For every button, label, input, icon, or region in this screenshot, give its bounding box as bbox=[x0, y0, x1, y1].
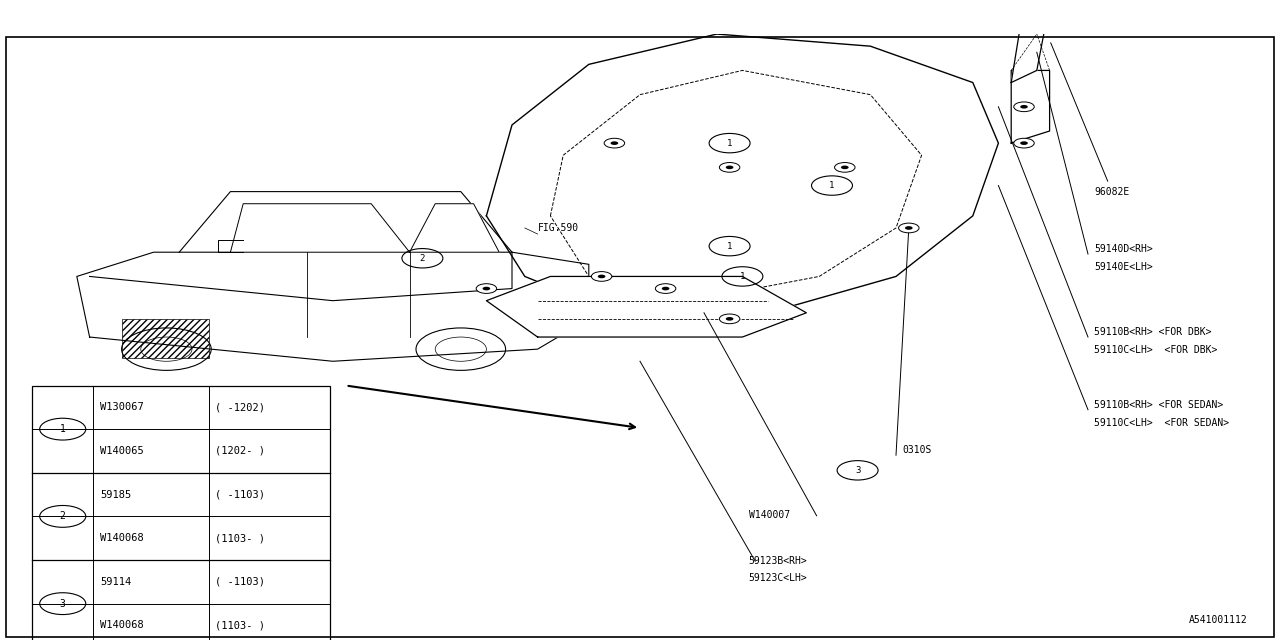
Text: 59110C<LH>  <FOR DBK>: 59110C<LH> <FOR DBK> bbox=[1094, 346, 1217, 355]
Circle shape bbox=[719, 314, 740, 324]
Text: ( -1103): ( -1103) bbox=[215, 490, 265, 500]
Polygon shape bbox=[486, 276, 806, 337]
Text: 3: 3 bbox=[855, 466, 860, 475]
Circle shape bbox=[655, 284, 676, 293]
Text: 59123B<RH>: 59123B<RH> bbox=[749, 556, 808, 566]
Text: 2: 2 bbox=[60, 511, 65, 522]
Circle shape bbox=[662, 287, 669, 291]
Text: 59123C<LH>: 59123C<LH> bbox=[749, 573, 808, 582]
Text: 96082E: 96082E bbox=[1051, 43, 1130, 196]
Text: 59140D<RH>: 59140D<RH> bbox=[1094, 244, 1153, 254]
Polygon shape bbox=[1011, 4, 1050, 83]
Circle shape bbox=[1014, 102, 1034, 111]
Circle shape bbox=[739, 26, 746, 30]
Polygon shape bbox=[230, 204, 410, 252]
Text: 59110B<RH> <FOR DBK>: 59110B<RH> <FOR DBK> bbox=[1094, 327, 1212, 337]
Text: W140007: W140007 bbox=[749, 509, 790, 520]
Polygon shape bbox=[410, 204, 499, 252]
Text: (1202- ): (1202- ) bbox=[215, 446, 265, 456]
Text: FIG.590: FIG.590 bbox=[538, 223, 579, 233]
Text: A541001112: A541001112 bbox=[1189, 615, 1248, 625]
Circle shape bbox=[726, 166, 733, 169]
Circle shape bbox=[476, 284, 497, 293]
Text: 1: 1 bbox=[740, 0, 745, 2]
Text: 59185: 59185 bbox=[100, 490, 131, 500]
Text: 3: 3 bbox=[60, 598, 65, 609]
Text: 1: 1 bbox=[60, 424, 65, 434]
Text: 1: 1 bbox=[740, 272, 745, 281]
Text: ( -1202): ( -1202) bbox=[215, 403, 265, 412]
Text: (1103- ): (1103- ) bbox=[215, 620, 265, 630]
Circle shape bbox=[1020, 141, 1028, 145]
Text: ( -1103): ( -1103) bbox=[215, 577, 265, 587]
Circle shape bbox=[726, 317, 733, 321]
Circle shape bbox=[835, 163, 855, 172]
Circle shape bbox=[611, 141, 618, 145]
Text: 59140E<LH>: 59140E<LH> bbox=[1094, 262, 1153, 273]
Text: 0310S: 0310S bbox=[902, 445, 932, 456]
Text: W130067: W130067 bbox=[100, 403, 143, 412]
Circle shape bbox=[732, 23, 753, 33]
Circle shape bbox=[841, 166, 849, 169]
Text: (1103- ): (1103- ) bbox=[215, 533, 265, 543]
Circle shape bbox=[483, 287, 490, 291]
Text: W140065: W140065 bbox=[100, 446, 143, 456]
Bar bbox=[32, 385, 330, 640]
Text: 1: 1 bbox=[727, 139, 732, 148]
Bar bbox=[122, 319, 209, 358]
Circle shape bbox=[1020, 105, 1028, 109]
Circle shape bbox=[604, 138, 625, 148]
Text: 1: 1 bbox=[727, 242, 732, 251]
Circle shape bbox=[719, 163, 740, 172]
Text: 1: 1 bbox=[829, 181, 835, 190]
Text: W140068: W140068 bbox=[100, 533, 143, 543]
Circle shape bbox=[591, 271, 612, 282]
Text: 59114: 59114 bbox=[100, 577, 131, 587]
Circle shape bbox=[899, 223, 919, 233]
Text: W140068: W140068 bbox=[100, 620, 143, 630]
Circle shape bbox=[905, 226, 913, 230]
Circle shape bbox=[1014, 138, 1034, 148]
Text: 59110B<RH> <FOR SEDAN>: 59110B<RH> <FOR SEDAN> bbox=[1094, 400, 1224, 410]
Text: 59110C<LH>  <FOR SEDAN>: 59110C<LH> <FOR SEDAN> bbox=[1094, 418, 1230, 428]
Circle shape bbox=[598, 275, 605, 278]
Text: 2: 2 bbox=[420, 254, 425, 263]
